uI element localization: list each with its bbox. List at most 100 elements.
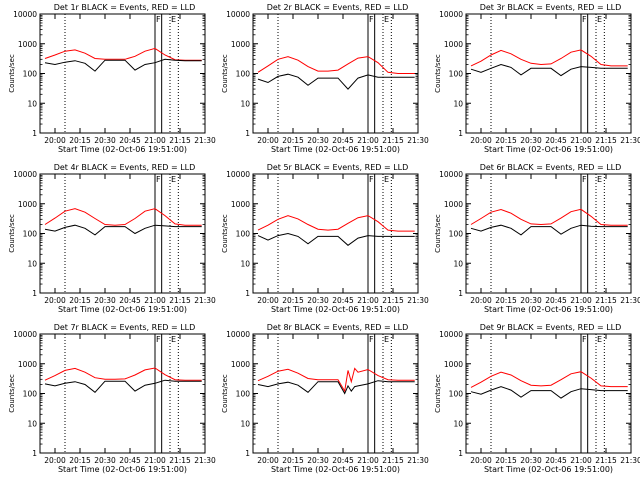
x-tick-label: 20:45 — [545, 296, 567, 305]
y-tick-label: 1 — [458, 129, 463, 138]
x-axis-label: Start Time (02-Oct-06 19:51:00) — [271, 305, 400, 314]
detector-panel-6: Det 6r BLACK = Events, RED = LLD 1 10 100 10… — [434, 163, 640, 314]
x-tick-label: 20:30 — [307, 136, 329, 145]
x-axis-label: Start Time (02-Oct-06 19:51:00) — [271, 465, 400, 474]
y-tick-label: 10000 — [226, 10, 250, 19]
y-tick-label: 10000 — [226, 330, 250, 339]
x-axis-label: Start Time (02-Oct-06 19:51:00) — [58, 305, 187, 314]
series-events — [470, 224, 628, 236]
y-tick-label: 1000 — [444, 360, 463, 369]
x-tick-label: 20:45 — [332, 456, 354, 465]
y-axis-label: Counts/sec — [434, 54, 442, 93]
y-tick-label: 10 — [453, 99, 463, 108]
x-tick-label: 21:00 — [357, 136, 379, 145]
detector-panel-5: Det 5r BLACK = Events, RED = LLD 1 10 100 10… — [221, 163, 429, 314]
x-tick-label: 20:30 — [94, 296, 116, 305]
x-tick-label: 20:45 — [119, 136, 141, 145]
y-axis-label: Counts/sec — [221, 374, 229, 413]
x-tick-label: 20:00 — [257, 296, 279, 305]
x-tick-label: 20:00 — [44, 136, 66, 145]
x-tick-label: 20:00 — [470, 136, 492, 145]
y-tick-label: 100 — [449, 70, 464, 79]
x-tick-label: 21:30 — [620, 136, 640, 145]
x-tick-label: 20:30 — [520, 456, 542, 465]
series-lld — [470, 208, 628, 226]
x-tick-label: 20:30 — [307, 296, 329, 305]
detector-panel-4: Det 4r BLACK = Events, RED = LLD 1 10 100 10… — [8, 163, 216, 314]
series-lld — [257, 367, 415, 393]
y-tick-label: 10 — [453, 419, 463, 428]
y-tick-label: 1000 — [231, 360, 250, 369]
x-tick-label: 21:15 — [169, 296, 191, 305]
x-tick-label: 21:30 — [407, 296, 429, 305]
x-tick-label: 21:00 — [570, 456, 592, 465]
y-tick-label: 10 — [240, 259, 250, 268]
x-tick-label: 20:45 — [332, 296, 354, 305]
x-tick-label: 21:15 — [169, 136, 191, 145]
y-tick-label: 100 — [236, 70, 251, 79]
y-tick-label: 1 — [32, 449, 37, 458]
x-tick-label: 20:45 — [545, 456, 567, 465]
y-tick-label: 10 — [27, 259, 37, 268]
x-axis-label: Start Time (02-Oct-06 19:51:00) — [484, 465, 613, 474]
marker-label-f: F — [156, 175, 161, 184]
x-tick-label: 21:15 — [595, 136, 617, 145]
y-tick-label: 10 — [27, 99, 37, 108]
y-tick-label: 10 — [240, 99, 250, 108]
x-tick-label: 20:30 — [520, 296, 542, 305]
series-lld — [470, 371, 628, 388]
series-lld — [257, 56, 415, 74]
marker-label-e: E — [597, 335, 602, 344]
marker-label-f: F — [582, 175, 587, 184]
y-tick-label: 100 — [236, 390, 251, 399]
x-tick-label: 20:15 — [282, 136, 304, 145]
y-tick-label: 1 — [458, 289, 463, 298]
series-events — [470, 63, 628, 77]
y-tick-label: 1 — [32, 129, 37, 138]
y-tick-label: 100 — [449, 230, 464, 239]
plot-frame — [252, 333, 419, 454]
x-tick-label: 20:15 — [495, 136, 517, 145]
x-tick-label: 20:00 — [257, 136, 279, 145]
x-tick-label: 20:15 — [69, 296, 91, 305]
y-axis-label: Counts/sec — [434, 214, 442, 253]
x-tick-label: 20:30 — [94, 456, 116, 465]
panel-title: Det 4r BLACK = Events, RED = LLD — [54, 163, 196, 172]
marker-label-f: F — [156, 15, 161, 24]
panel-title: Det 9r BLACK = Events, RED = LLD — [480, 323, 622, 332]
marker-label-f: F — [156, 335, 161, 344]
x-tick-label: 21:15 — [382, 296, 404, 305]
series-events — [470, 386, 628, 399]
x-tick-label: 20:45 — [119, 296, 141, 305]
x-axis-label: Start Time (02-Oct-06 19:51:00) — [271, 145, 400, 154]
x-axis-label: Start Time (02-Oct-06 19:51:00) — [484, 145, 613, 154]
panel-title: Det 5r BLACK = Events, RED = LLD — [267, 163, 409, 172]
series-lld — [257, 215, 415, 232]
y-tick-label: 10000 — [439, 10, 463, 19]
plot-frame — [465, 13, 632, 134]
x-tick-label: 21:00 — [570, 296, 592, 305]
y-tick-label: 10000 — [439, 170, 463, 179]
x-tick-label: 21:30 — [194, 296, 216, 305]
panel-title: Det 3r BLACK = Events, RED = LLD — [480, 3, 622, 12]
panel-title: Det 1r BLACK = Events, RED = LLD — [54, 3, 196, 12]
marker-label-f: F — [369, 15, 374, 24]
y-tick-label: 1000 — [231, 40, 250, 49]
x-tick-label: 20:15 — [69, 136, 91, 145]
x-tick-label: 20:30 — [94, 136, 116, 145]
x-axis-label: Start Time (02-Oct-06 19:51:00) — [58, 465, 187, 474]
y-tick-label: 100 — [449, 390, 464, 399]
marker-label-e: E — [597, 175, 602, 184]
x-tick-label: 21:30 — [194, 136, 216, 145]
x-tick-label: 21:00 — [357, 456, 379, 465]
x-tick-label: 20:00 — [470, 456, 492, 465]
panel-title: Det 6r BLACK = Events, RED = LLD — [480, 163, 622, 172]
x-tick-label: 21:30 — [620, 456, 640, 465]
series-lld — [44, 367, 202, 381]
y-tick-label: 10000 — [13, 170, 37, 179]
x-tick-label: 20:15 — [69, 456, 91, 465]
y-axis-label: Counts/sec — [8, 374, 16, 413]
y-tick-label: 1 — [245, 449, 250, 458]
x-tick-label: 21:00 — [357, 296, 379, 305]
